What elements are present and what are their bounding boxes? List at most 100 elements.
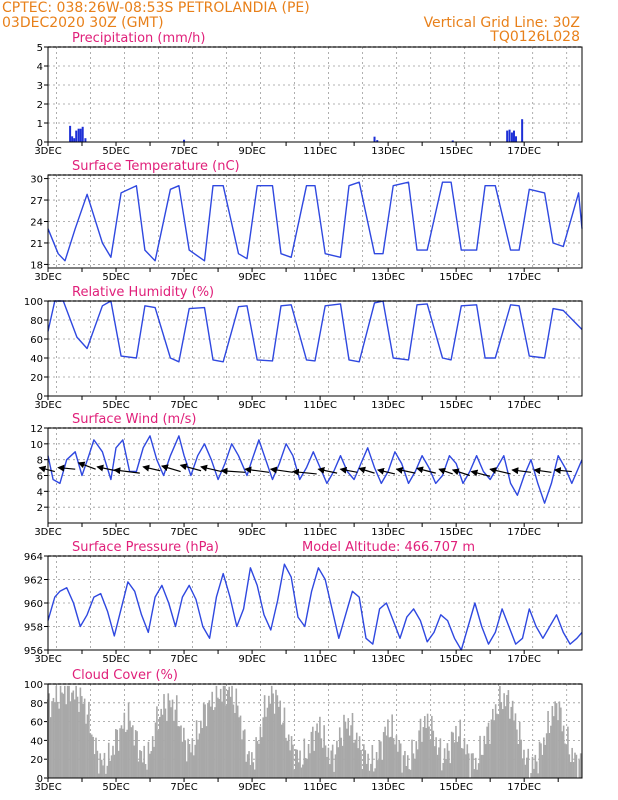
cloud-bar <box>249 764 252 778</box>
cloud-bar <box>88 701 90 778</box>
cloud-bar <box>484 744 487 778</box>
cloud-bar <box>144 764 147 778</box>
cloud-bar <box>330 750 333 778</box>
cloud-bar <box>90 734 93 778</box>
cloud-bar <box>558 701 561 778</box>
precip-bar <box>183 139 186 142</box>
x-tick-label: 3DEC <box>34 146 61 157</box>
cloud-bar <box>296 749 299 778</box>
cloud-bar <box>412 753 415 778</box>
x-tick-label: 11DEC <box>303 272 337 283</box>
cloud-bar <box>497 714 500 778</box>
cloud-bar <box>510 706 513 778</box>
cloud-bar <box>397 751 399 778</box>
cloud-bar <box>246 754 249 778</box>
wind-arrow <box>200 464 222 473</box>
cloud-bar <box>211 691 213 778</box>
cloud-bar <box>384 726 386 778</box>
cloud-bar <box>266 707 269 778</box>
cloud-bar <box>124 732 127 778</box>
wind-arrow <box>77 461 96 470</box>
cloud-bar <box>49 717 52 778</box>
cloud-bar <box>258 743 260 778</box>
precip-bar <box>510 132 513 142</box>
cloud-bar <box>194 744 196 778</box>
cloud-bar <box>245 761 248 778</box>
cloud-bar <box>387 719 389 778</box>
cloud-bar <box>414 758 416 778</box>
chart-header: CPTEC: 038:26W-08:53S PETROLANDIA (PE) 0… <box>0 0 618 46</box>
cloud-bar <box>552 716 555 778</box>
cloud-bar <box>214 707 216 778</box>
cloud-bar <box>256 741 259 778</box>
cloud-bar <box>184 740 187 778</box>
cloud-bar <box>415 741 418 778</box>
cloud-bar <box>493 720 496 778</box>
x-tick-label: 5DEC <box>102 400 129 411</box>
cloud-bar <box>416 749 419 778</box>
cloud-bar <box>303 738 306 778</box>
cloud-bar <box>219 688 222 778</box>
cloud-bar <box>270 685 273 778</box>
series-line <box>47 181 583 262</box>
cloud-bar <box>429 740 432 778</box>
cloud-bar <box>557 720 559 778</box>
cloud-bar <box>388 737 391 778</box>
cloud-bar <box>154 722 157 778</box>
cloud-bar <box>392 738 395 778</box>
wind-arrow <box>553 467 572 474</box>
cloud-bar <box>562 725 565 778</box>
cloud-bar <box>313 750 316 778</box>
cloud-bar <box>289 750 291 778</box>
wind-arrow <box>291 468 317 476</box>
cloud-bar <box>320 738 323 778</box>
precip-bar <box>77 128 80 142</box>
cloud-bar <box>282 722 284 778</box>
cloud-bar <box>292 744 294 778</box>
cloud-bar <box>83 698 86 778</box>
cloud-bar <box>239 715 242 778</box>
cloud-bar <box>340 737 342 778</box>
cloud-bar <box>280 724 283 778</box>
cloud-bar <box>375 752 378 778</box>
cloud-bar <box>198 733 201 778</box>
cloud-bar <box>363 744 365 778</box>
cloud-bar <box>149 753 151 778</box>
wind-arrow <box>533 467 552 475</box>
cloud-bar <box>578 759 581 778</box>
cloud-bar <box>68 685 70 778</box>
cloud-bar <box>52 697 55 778</box>
cloud-bar <box>428 726 430 778</box>
cloud-bar <box>537 773 539 778</box>
cloud-bar <box>548 733 551 778</box>
cloud-bar <box>432 730 435 778</box>
x-tick-label: 11DEC <box>303 527 337 538</box>
cloud-bar <box>463 738 466 778</box>
cloud-bar <box>275 689 277 778</box>
cloud-bar <box>278 706 280 778</box>
cloud-bar <box>449 763 452 778</box>
cloud-bar <box>116 729 119 778</box>
x-tick-label: 7DEC <box>170 527 197 538</box>
x-tick-label: 15DEC <box>439 400 473 411</box>
cloud-bar <box>56 701 59 778</box>
cloud-bar <box>503 693 505 778</box>
cloud-bar <box>78 711 80 778</box>
cloud-bar <box>568 754 571 778</box>
cloud-bar <box>268 695 270 778</box>
cloud-bar <box>452 732 454 778</box>
cloud-bar <box>221 701 223 778</box>
x-tick-label: 3DEC <box>34 527 61 538</box>
wind-arrow <box>395 466 416 474</box>
cloud-bar <box>408 769 410 778</box>
cloud-bar <box>178 726 181 778</box>
cloud-bar <box>201 727 204 778</box>
cloud-bar <box>547 711 549 778</box>
cloud-bar <box>61 692 63 778</box>
cloud-bar <box>65 704 68 778</box>
cloud-bar <box>574 752 576 778</box>
cloud-bar <box>95 737 97 778</box>
cloud-bar <box>290 736 293 778</box>
x-tick-label: 15DEC <box>439 782 473 793</box>
cloud-bar <box>395 735 398 778</box>
